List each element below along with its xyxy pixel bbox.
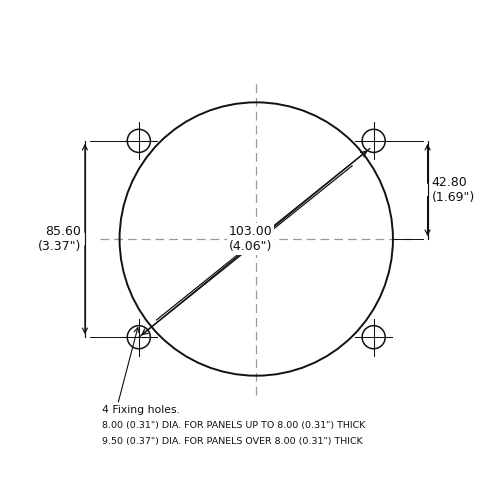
Text: 9.50 (0.37") DIA. FOR PANELS OVER 8.00 (0.31") THICK: 9.50 (0.37") DIA. FOR PANELS OVER 8.00 (… — [102, 437, 363, 446]
Text: 8.00 (0.31") DIA. FOR PANELS UP TO 8.00 (0.31") THICK: 8.00 (0.31") DIA. FOR PANELS UP TO 8.00 … — [102, 420, 366, 430]
Text: 4 Fixing holes.: 4 Fixing holes. — [102, 404, 180, 414]
Text: 42.80
(1.69"): 42.80 (1.69") — [432, 176, 474, 204]
Text: 103.00
(4.06"): 103.00 (4.06") — [228, 225, 272, 253]
Text: 85.60
(3.37"): 85.60 (3.37") — [38, 225, 81, 253]
